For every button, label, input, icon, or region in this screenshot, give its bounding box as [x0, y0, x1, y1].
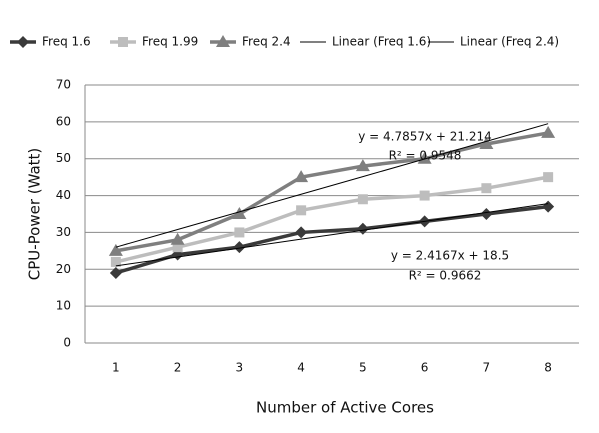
marker [295, 226, 308, 239]
x-tick-label: 8 [544, 361, 552, 375]
legend-label: Freq 2.4 [242, 35, 291, 49]
trend-line [115, 123, 549, 248]
x-tick-label: 2 [174, 361, 182, 375]
series-line [115, 204, 549, 275]
marker [479, 136, 494, 149]
marker [481, 183, 492, 194]
marker [170, 232, 185, 245]
marker [108, 243, 123, 256]
trendline-equation: R² = 0.9662 [409, 269, 482, 283]
legend-label: Freq 1.6 [42, 35, 91, 49]
marker [110, 256, 121, 267]
series-line [115, 131, 549, 253]
marker [232, 207, 247, 219]
y-tick-label: 10 [56, 299, 71, 313]
y-tick-label: 40 [56, 188, 71, 202]
marker [480, 208, 493, 220]
legend-label: Linear (Freq 1.6) [332, 35, 431, 49]
x-tick-label: 4 [297, 361, 305, 375]
marker [542, 200, 555, 213]
series-line [115, 175, 549, 264]
y-tick-label: 60 [56, 114, 71, 128]
legend-label: Linear (Freq 2.4) [460, 35, 559, 49]
marker [234, 227, 245, 238]
marker [216, 35, 230, 47]
marker [233, 241, 246, 254]
x-tick-label: 1 [112, 361, 120, 375]
x-tick-label: 7 [483, 361, 491, 375]
x-tick-label: 3 [236, 361, 244, 375]
trendline-equation: R² = 0.9548 [389, 149, 462, 163]
marker [356, 222, 369, 235]
y-tick-label: 0 [63, 336, 71, 350]
marker [417, 151, 432, 164]
x-tick-label: 5 [359, 361, 367, 375]
marker [541, 125, 556, 138]
legend-label: Freq 1.99 [142, 35, 198, 49]
x-tick-label: 6 [421, 361, 429, 375]
trendline-equation: y = 4.7857x + 21.214 [358, 130, 492, 144]
y-tick-label: 70 [56, 78, 71, 92]
trend-line [115, 203, 549, 267]
marker [355, 159, 370, 172]
marker [294, 170, 309, 183]
marker [419, 190, 430, 201]
marker [109, 266, 122, 279]
y-tick-label: 20 [56, 262, 71, 276]
trendline-equation: y = 2.4167x + 18.5 [391, 249, 509, 263]
marker [357, 194, 368, 205]
marker [118, 37, 128, 47]
y-tick-label: 30 [56, 225, 71, 239]
marker [296, 205, 307, 216]
y-tick-label: 50 [56, 151, 71, 165]
marker [17, 36, 29, 48]
marker [172, 242, 183, 253]
marker [543, 172, 554, 183]
x-axis-title: Number of Active Cores [256, 399, 434, 417]
y-axis-title: CPU-Power (Watt) [26, 148, 44, 281]
